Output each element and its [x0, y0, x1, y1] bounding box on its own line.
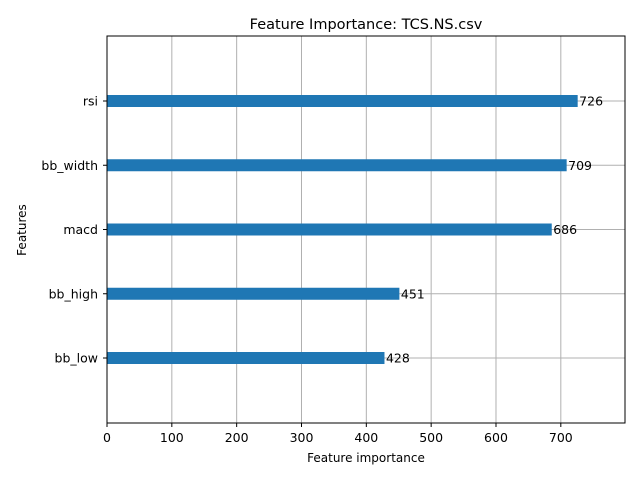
y-tick-label: bb_high	[49, 286, 98, 301]
x-tick-label: 500	[419, 430, 443, 445]
x-tick-label: 0	[103, 430, 111, 445]
bar-layer	[107, 95, 578, 364]
bar-bb_high	[107, 287, 400, 300]
x-tick-label: 600	[484, 430, 508, 445]
bar-value-label: 726	[579, 94, 603, 109]
x-axis-label: Feature importance	[307, 451, 425, 465]
y-tick-label: rsi	[83, 94, 98, 109]
tick-layer: 0 100 200 300 400 500 600 700 bb_low bb_high macd b…	[41, 94, 572, 446]
x-tick-label: 700	[549, 430, 573, 445]
y-tick-label: bb_width	[41, 158, 98, 173]
x-tick-label: 200	[225, 430, 249, 445]
bar-value-label: 451	[401, 286, 425, 301]
x-tick-label: 100	[160, 430, 184, 445]
bar-value-label: 709	[568, 158, 592, 173]
y-tick-label: bb_low	[55, 351, 98, 366]
bar-rsi	[107, 95, 578, 107]
bar-macd	[107, 223, 552, 236]
x-tick-label: 300	[290, 430, 314, 445]
chart-title: Feature Importance: TCS.NS.csv	[250, 17, 483, 33]
bar-value-label: 428	[386, 351, 410, 366]
label-layer: 428 451 686 709 726	[386, 94, 603, 366]
bar-bb_low	[107, 352, 385, 364]
y-axis-label: Features	[15, 204, 29, 256]
bar-value-label: 686	[553, 222, 577, 237]
bar-bb_width	[107, 159, 567, 172]
y-tick-label: macd	[63, 222, 98, 237]
x-tick-label: 400	[354, 430, 378, 445]
